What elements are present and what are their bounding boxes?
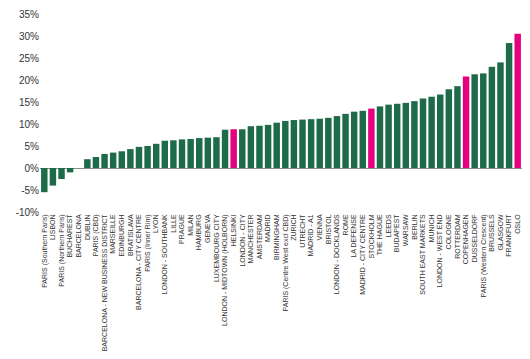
svg-text:35%: 35%: [19, 9, 39, 20]
svg-text:10%: 10%: [19, 119, 39, 130]
svg-text:GENEVA: GENEVA: [204, 214, 211, 243]
svg-text:PARIS (Northern Paris): PARIS (Northern Paris): [58, 214, 66, 286]
svg-text:25%: 25%: [19, 53, 39, 64]
svg-text:LISBON: LISBON: [49, 214, 56, 240]
svg-text:MANCHESTER: MANCHESTER: [247, 214, 254, 263]
svg-text:OSLO: OSLO: [514, 214, 521, 234]
svg-text:15%: 15%: [19, 97, 39, 108]
svg-text:LILLE: LILLE: [170, 214, 177, 233]
svg-text:VIENNA: VIENNA: [316, 214, 323, 240]
svg-text:ROME: ROME: [342, 214, 349, 235]
svg-text:20%: 20%: [19, 75, 39, 86]
svg-text:LA DEFENSE: LA DEFENSE: [350, 214, 357, 258]
svg-text:0%: 0%: [25, 163, 40, 174]
svg-text:BRISTOL: BRISTOL: [325, 214, 332, 244]
svg-text:30%: 30%: [19, 31, 39, 42]
svg-text:HAMBURG: HAMBURG: [196, 214, 203, 250]
svg-text:PARIS (Western Crescent): PARIS (Western Crescent): [480, 214, 488, 297]
svg-text:AMSTERDAM: AMSTERDAM: [256, 214, 263, 259]
svg-text:COLOGNE: COLOGNE: [445, 214, 452, 249]
svg-text:5%: 5%: [25, 141, 40, 152]
svg-text:EDINBURGH: EDINBURGH: [118, 214, 125, 256]
svg-text:BUDAPEST: BUDAPEST: [393, 214, 400, 252]
svg-text:LEEDS: LEEDS: [385, 214, 392, 237]
svg-text:BARCELONA - NEW BUSINESS DISTR: BARCELONA - NEW BUSINESS DISTRICT: [101, 214, 108, 352]
svg-text:GLASGOW: GLASGOW: [497, 214, 504, 251]
svg-text:THE HAGUE: THE HAGUE: [376, 214, 383, 255]
svg-text:BRUSSELS: BRUSSELS: [488, 214, 495, 252]
svg-text:LONDON - MIDTOWN (HOLBORN): LONDON - MIDTOWN (HOLBORN): [221, 214, 229, 325]
svg-text:-10%: -10%: [16, 207, 39, 218]
svg-text:MADRID - A1: MADRID - A1: [307, 214, 314, 256]
svg-text:PARIS (Inner Rim): PARIS (Inner Rim): [144, 214, 152, 271]
svg-text:COPENHAGEN: COPENHAGEN: [462, 214, 469, 264]
svg-text:PARIS (Southern Paris): PARIS (Southern Paris): [41, 214, 49, 287]
svg-text:BRATISLAVA: BRATISLAVA: [127, 214, 134, 256]
svg-text:DUSSELDORF: DUSSELDORF: [471, 214, 478, 262]
svg-text:MARSEILLE: MARSEILLE: [109, 214, 116, 254]
svg-text:MADRID: MADRID: [264, 214, 271, 242]
svg-text:FRANKFURT: FRANKFURT: [505, 214, 512, 257]
svg-text:HELSINKI: HELSINKI: [230, 214, 237, 246]
svg-text:BARCELONA - CITY CENTRE: BARCELONA - CITY CENTRE: [135, 214, 142, 310]
svg-text:ROTTERDAM: ROTTERDAM: [454, 214, 461, 259]
svg-text:PARIS (CBD): PARIS (CBD): [92, 214, 100, 256]
svg-text:BARCELONA: BARCELONA: [75, 214, 82, 258]
svg-text:MUNICH: MUNICH: [428, 214, 435, 242]
svg-text:ZURICH: ZURICH: [290, 214, 297, 240]
svg-text:LYON: LYON: [152, 214, 159, 233]
svg-text:BIRMINGHAM: BIRMINGHAM: [273, 214, 280, 260]
svg-text:LONDON - CITY: LONDON - CITY: [239, 214, 246, 266]
svg-text:SOUTH EAST MARKETS: SOUTH EAST MARKETS: [419, 214, 426, 295]
svg-text:LONDON - WEST END: LONDON - WEST END: [437, 214, 444, 287]
svg-text:STOCKHOLM: STOCKHOLM: [368, 214, 375, 258]
svg-text:WARSAW: WARSAW: [402, 214, 409, 246]
svg-text:BUCHAREST: BUCHAREST: [66, 214, 73, 258]
svg-text:UTRECHT: UTRECHT: [299, 214, 306, 248]
svg-text:DUBLIN: DUBLIN: [84, 214, 91, 240]
svg-text:MADRID - CITY CENTRE: MADRID - CITY CENTRE: [359, 214, 366, 295]
svg-text:LONDON - SOUTHBANK: LONDON - SOUTHBANK: [161, 214, 168, 294]
svg-text:LUXEMBOURG CITY: LUXEMBOURG CITY: [213, 214, 220, 282]
svg-text:PARIS (Centre West excl CBD): PARIS (Centre West excl CBD): [282, 214, 290, 311]
svg-text:-5%: -5%: [21, 185, 39, 196]
svg-text:PRAGUE: PRAGUE: [178, 214, 185, 244]
svg-text:BERLIN: BERLIN: [411, 214, 418, 239]
svg-text:LONDON - DOCKLANDS: LONDON - DOCKLANDS: [333, 214, 340, 294]
svg-text:MILAN: MILAN: [187, 214, 194, 235]
